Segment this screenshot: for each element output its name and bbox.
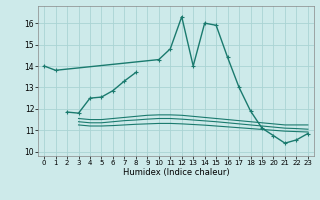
X-axis label: Humidex (Indice chaleur): Humidex (Indice chaleur)	[123, 168, 229, 177]
